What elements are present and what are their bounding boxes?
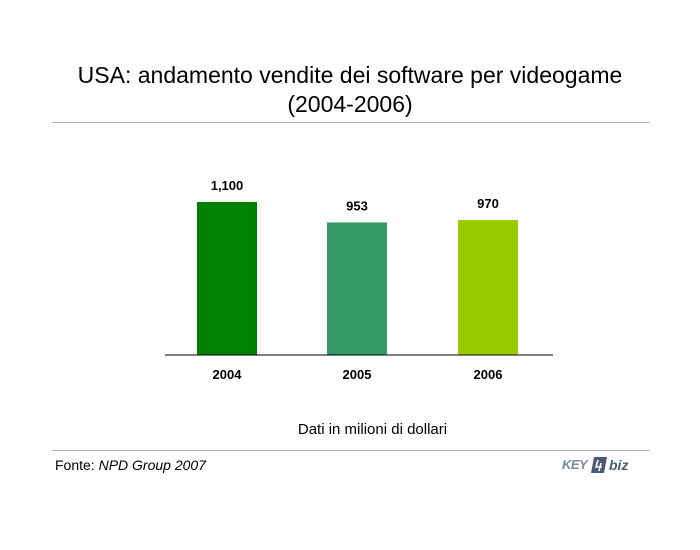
logo-4-mark bbox=[591, 457, 607, 473]
data-label-2006: 970 bbox=[477, 196, 499, 211]
bar-2006 bbox=[458, 220, 518, 355]
data-label-2004: 1,100 bbox=[211, 178, 244, 193]
bars-layer bbox=[197, 202, 518, 355]
category-label-2004: 2004 bbox=[213, 367, 243, 382]
top-divider bbox=[52, 122, 650, 123]
units-note: Dati in milioni di dollari bbox=[297, 421, 448, 438]
source-name: NPD Group 2007 bbox=[98, 457, 206, 473]
category-label-2006: 2006 bbox=[474, 367, 503, 382]
logo-text-left: KEY bbox=[562, 457, 589, 472]
bar-2004 bbox=[197, 202, 257, 355]
source-label: Fonte: bbox=[55, 457, 95, 473]
source-caption: Fonte: NPD Group 2007 bbox=[55, 457, 206, 473]
bottom-divider bbox=[52, 450, 650, 451]
logo-text-right: biz bbox=[609, 457, 628, 473]
key4biz-logo: KEY biz bbox=[562, 457, 628, 473]
category-label-2005: 2005 bbox=[343, 367, 372, 382]
title-line-2: (2004-2006) bbox=[287, 91, 413, 117]
labels-layer: 1,100 2004 953 2005 970 2006 bbox=[211, 178, 503, 382]
bar-2005 bbox=[327, 222, 387, 355]
data-label-2005: 953 bbox=[346, 198, 368, 213]
chart-title: USA: andamento vendite dei software per … bbox=[0, 61, 700, 119]
title-line-1: USA: andamento vendite dei software per … bbox=[77, 62, 623, 88]
